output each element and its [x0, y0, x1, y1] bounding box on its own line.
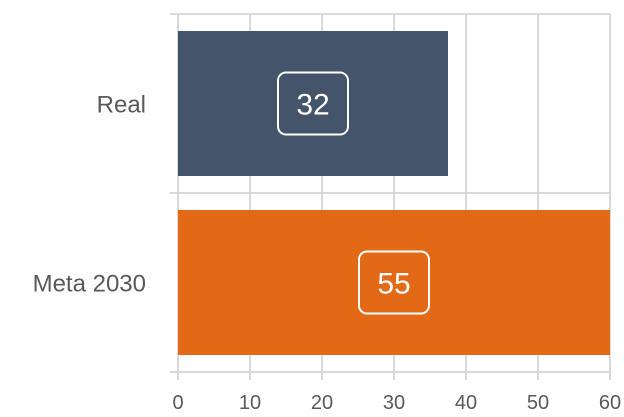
data-label-box-0	[277, 71, 349, 136]
data-labels: 32 55	[277, 71, 430, 315]
x-tick-label-20: 20	[311, 392, 333, 414]
x-tick-label-60: 60	[599, 392, 621, 414]
category-label-1: Meta 2030	[33, 271, 146, 298]
x-tick-label-10: 10	[239, 392, 261, 414]
x-tick-labels: 0 10 20 30 40 50 60	[172, 392, 621, 414]
bars	[178, 31, 610, 355]
x-tick-label-30: 30	[383, 392, 405, 414]
x-tick-label-0: 0	[172, 392, 183, 414]
data-label-box-1	[358, 250, 430, 315]
x-tick-label-50: 50	[527, 392, 549, 414]
data-label-0: 32	[296, 89, 329, 122]
bar-1	[178, 210, 610, 355]
category-label-0: Real	[97, 92, 146, 119]
x-tick-label-40: 40	[455, 392, 477, 414]
category-labels: Real Meta 2030	[33, 92, 146, 298]
data-label-1: 55	[377, 268, 410, 301]
bar-0	[178, 31, 448, 176]
